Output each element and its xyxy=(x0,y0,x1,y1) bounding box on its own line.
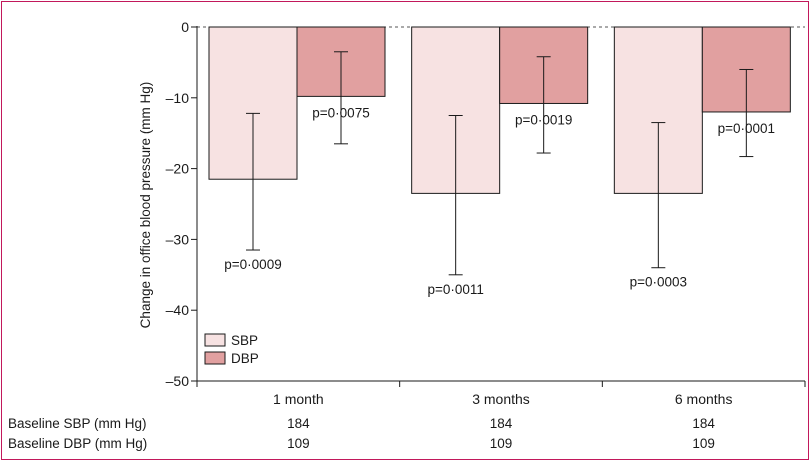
x-category-label: 1 month xyxy=(273,391,324,407)
p-value-label-dbp-3: p=0·0001 xyxy=(718,121,775,136)
baseline-value: 184 xyxy=(692,416,715,431)
y-tick-label: –40 xyxy=(166,302,190,318)
p-value-label-dbp-1: p=0·0075 xyxy=(312,105,369,120)
baseline-value: 109 xyxy=(490,436,513,451)
y-axis-label: Change in office blood pressure (mm Hg) xyxy=(138,82,153,329)
p-value-labels-group: p=0·0009 p=0·0075 p=0·0011 p=0·0019 p=0·0003… xyxy=(224,105,775,296)
legend-label-sbp: SBP xyxy=(231,333,258,348)
p-value-label-dbp-2: p=0·0019 xyxy=(515,112,572,127)
legend-label-dbp: DBP xyxy=(231,351,259,366)
baseline-row-label: Baseline DBP (mm Hg) xyxy=(8,436,147,451)
p-value-label-sbp-1: p=0·0009 xyxy=(224,257,281,272)
axes-group: 0 –10 –20 –30 –40 –50 1 month 3 months 6 months xyxy=(166,19,806,407)
baseline-value: 184 xyxy=(490,416,513,431)
baseline-value: 109 xyxy=(287,436,310,451)
baseline-value: 184 xyxy=(287,416,310,431)
p-value-label-sbp-2: p=0·0011 xyxy=(427,282,483,297)
p-value-label-sbp-3: p=0·0003 xyxy=(630,275,687,290)
legend-swatch-dbp xyxy=(204,351,226,365)
baseline-table: Baseline SBP (mm Hg) 184 184 184 Baseline DB… xyxy=(8,416,715,451)
y-tick-label: –30 xyxy=(166,231,190,247)
baseline-row-label: Baseline SBP (mm Hg) xyxy=(8,416,147,431)
y-tick-label: –50 xyxy=(166,373,190,389)
x-category-label: 3 months xyxy=(472,391,530,407)
legend: SBP DBP xyxy=(204,333,259,366)
x-category-label: 6 months xyxy=(675,391,733,407)
y-tick-label: 0 xyxy=(181,19,189,35)
error-bars-group xyxy=(246,51,754,276)
bars-group xyxy=(208,26,791,194)
y-tick-label: –10 xyxy=(166,90,190,106)
legend-swatch-sbp xyxy=(204,333,226,347)
y-tick-label: –20 xyxy=(166,161,190,177)
baseline-value: 109 xyxy=(692,436,715,451)
